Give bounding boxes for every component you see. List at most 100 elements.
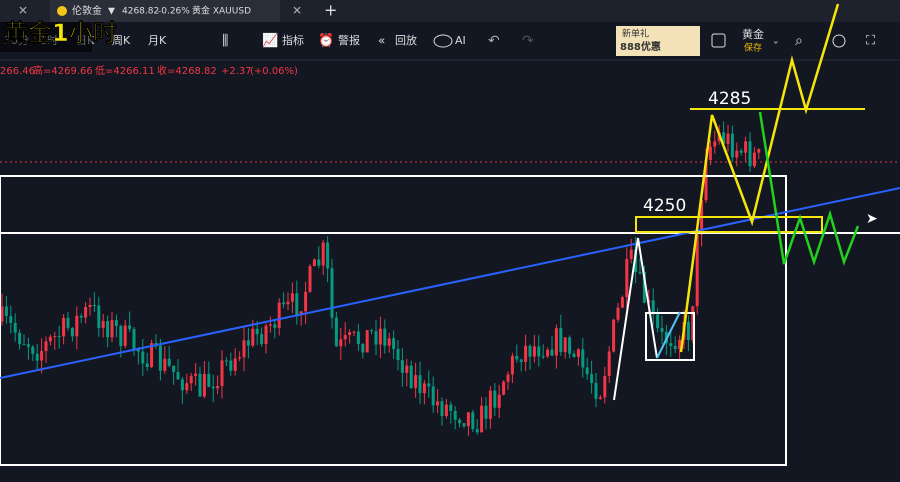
candle-body [62, 317, 66, 337]
candle-body [726, 133, 730, 144]
period-button[interactable]: 月K [148, 34, 167, 47]
candle-body [304, 291, 308, 312]
candle-body [603, 375, 607, 398]
candle-body [383, 328, 387, 346]
candle-body [669, 343, 673, 346]
candle-body [202, 373, 206, 397]
candle-body [629, 249, 633, 259]
candle-body [735, 150, 739, 158]
candle-body [484, 405, 488, 419]
promo-bottom[interactable]: 888优惠 [620, 40, 661, 53]
range-box [0, 175, 787, 466]
candle-body [26, 344, 30, 347]
alert-icon[interactable]: ⏰ [318, 32, 334, 49]
candle-body [277, 302, 281, 328]
candle-body [475, 429, 479, 433]
candle-body [229, 360, 233, 371]
ohlc-row: 266.46 高=4269.66 低=4266.11 收=4268.82 +2.… [0, 64, 298, 77]
candle-body [194, 373, 198, 376]
zone-4250 [635, 216, 823, 233]
candle-body [563, 337, 567, 353]
candle-body [427, 383, 431, 387]
indicators-button[interactable]: 指标 [282, 33, 304, 47]
chart-type-icon[interactable]: ⫼ [222, 33, 228, 49]
candle-body [673, 345, 677, 350]
dropdown[interactable]: ⌄ [772, 37, 780, 47]
candle-body [141, 351, 145, 364]
green-path [758, 111, 860, 267]
candle-body [546, 349, 550, 357]
tab-arrow: ▼ [108, 7, 115, 17]
candle-body [651, 300, 655, 315]
replay-button[interactable]: 回放 [395, 33, 417, 47]
candle-body [75, 315, 79, 337]
candle-body [18, 332, 22, 345]
candle-body [326, 242, 330, 269]
candle-body [4, 306, 8, 317]
candle-body [660, 328, 664, 332]
candle-body [114, 320, 118, 327]
candle-body [497, 394, 501, 408]
tab-price: 4268.82 [122, 7, 159, 17]
candle-body [502, 381, 506, 395]
active-tab[interactable] [50, 0, 280, 22]
candle-body [9, 316, 13, 323]
candle-body [35, 353, 39, 361]
candle-body [198, 373, 202, 397]
ai-button[interactable]: AI [455, 34, 466, 47]
candle-body [471, 412, 475, 430]
candle-body [431, 386, 435, 406]
save-label[interactable]: 保存 [744, 42, 762, 54]
fullscreen-icon[interactable]: ⛶ [865, 34, 876, 49]
candle-body [409, 365, 413, 388]
candle-body [70, 327, 74, 337]
tab-change: -0.26% [158, 7, 190, 17]
new-tab[interactable]: + [324, 1, 337, 20]
candle-body [480, 405, 484, 433]
toolbar [0, 22, 900, 60]
ohlc-change-pct: (+0.06%) [250, 66, 298, 77]
candle-body [739, 150, 743, 153]
candle-body [449, 404, 453, 411]
alerts-button[interactable]: 警报 [338, 33, 360, 47]
promo-banner[interactable] [616, 26, 700, 56]
settings-icon[interactable] [832, 34, 846, 48]
candle-body [493, 390, 497, 408]
tab-close[interactable]: ✕ [292, 4, 302, 18]
candle-body [620, 297, 624, 308]
indicator-icon[interactable]: 📈 [262, 33, 278, 49]
candle-body [317, 259, 321, 266]
candle-body [308, 266, 312, 292]
candle-body [559, 328, 563, 353]
candle-body [57, 336, 61, 338]
candle-body [299, 311, 303, 316]
watch-button[interactable]: 黄金 [742, 27, 764, 41]
candle-body [251, 328, 255, 346]
candle-body [387, 338, 391, 346]
candle-body [550, 349, 554, 356]
yellow-path [679, 3, 840, 353]
redo-button[interactable]: ↷ [522, 33, 534, 49]
candle-body [488, 390, 492, 419]
candle-body [264, 325, 268, 345]
candle-body [612, 319, 616, 352]
candle-body [506, 374, 510, 382]
ai-icon[interactable] [433, 34, 453, 48]
search-icon[interactable]: ⌕ [795, 33, 803, 49]
candle-body [510, 355, 514, 375]
candle-body [392, 338, 396, 349]
candle-body [713, 141, 717, 147]
candle-body [524, 345, 528, 362]
candle-body [554, 328, 558, 356]
candle-body [370, 330, 374, 332]
replay-icon[interactable]: « [378, 34, 385, 48]
period-button[interactable]: 周K [112, 34, 131, 47]
tab-close[interactable]: ✕ [18, 4, 28, 18]
undo-button[interactable]: ↶ [488, 33, 500, 49]
candle-body [730, 133, 734, 158]
candle-body [88, 304, 92, 308]
candle-body [312, 259, 316, 267]
layout-icon[interactable] [711, 33, 726, 48]
promo-top[interactable]: 新单礼 [622, 28, 649, 40]
candle-body [128, 325, 132, 330]
